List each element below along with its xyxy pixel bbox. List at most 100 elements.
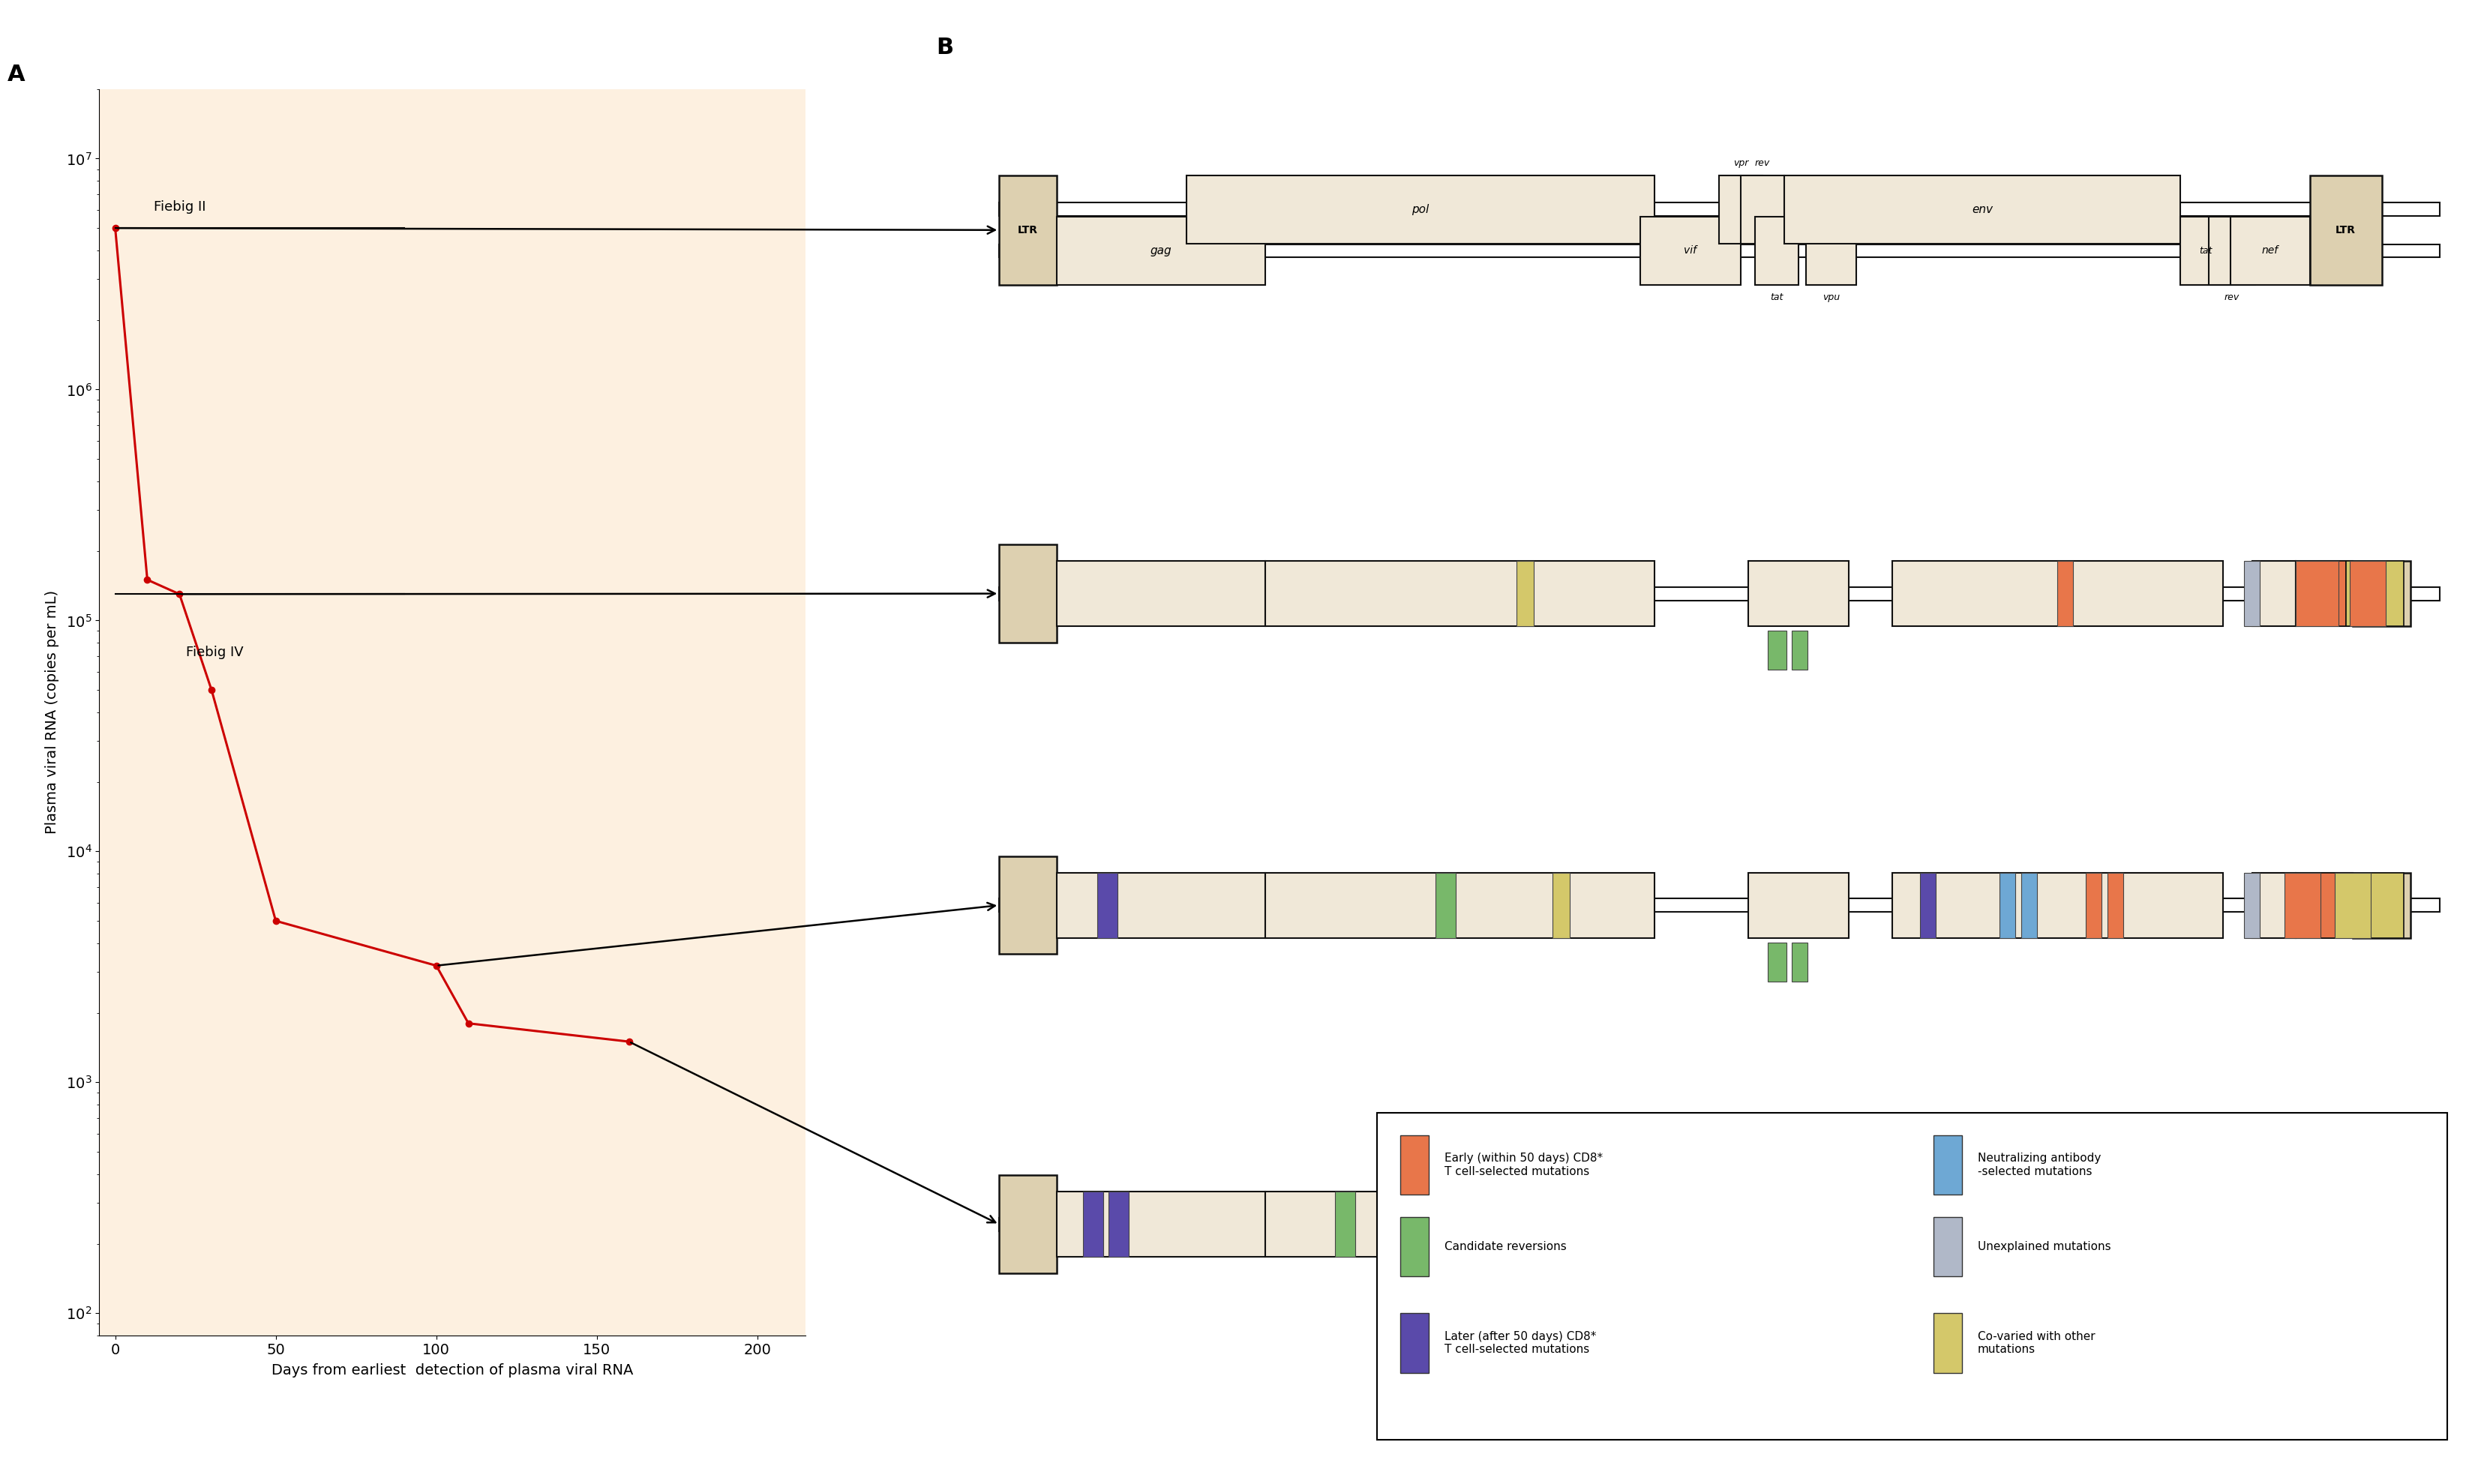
Bar [1804, 217, 1856, 285]
Bar [2295, 873, 2352, 938]
Bar [1977, 1192, 1992, 1257]
Bar [1720, 175, 1762, 243]
Bar [1747, 873, 1849, 938]
Bar [1400, 1313, 1427, 1373]
Bar [2243, 1192, 2260, 1257]
Text: B: B [937, 37, 954, 59]
Bar [1435, 873, 1455, 938]
Bar [1108, 1192, 1127, 1257]
Bar [999, 1217, 2438, 1232]
Bar [999, 898, 2438, 911]
Bar [1920, 873, 1935, 938]
Bar [1551, 873, 1569, 938]
Bar [2344, 873, 2404, 938]
Bar [999, 243, 2438, 257]
Text: vif: vif [1683, 245, 1697, 257]
Bar [1792, 1261, 1806, 1300]
Bar [1747, 1192, 1849, 1257]
Bar [1083, 1192, 1103, 1257]
Bar [1784, 175, 2181, 243]
Bar [2344, 561, 2404, 626]
Bar [1767, 631, 1787, 669]
Bar [2349, 561, 2384, 626]
Bar [2181, 217, 2230, 285]
Bar [999, 175, 1056, 285]
Text: vpr: vpr [1732, 157, 1747, 168]
Bar [2057, 561, 2072, 626]
Text: rev: rev [2223, 292, 2240, 303]
Bar [2243, 561, 2260, 626]
Bar [2295, 561, 2337, 626]
Bar [2352, 561, 2411, 626]
Bar [2106, 1192, 2124, 1257]
Bar [1098, 873, 1118, 938]
Text: Co-varied with other
mutations: Co-varied with other mutations [1977, 1331, 2094, 1355]
Text: Fiebig II: Fiebig II [154, 200, 206, 214]
Bar [1333, 1192, 1355, 1257]
Bar [1266, 561, 1653, 626]
Bar [1400, 1135, 1427, 1195]
Bar [1187, 175, 1653, 243]
Bar [2020, 873, 2037, 938]
Bar [2253, 1192, 2295, 1257]
Bar [2295, 1192, 2344, 1257]
Text: rev: rev [1754, 157, 1769, 168]
Bar [1435, 1192, 1455, 1257]
Bar [2000, 873, 2015, 938]
Bar [1266, 1192, 1653, 1257]
Bar [2208, 217, 2255, 285]
Text: Candidate reversions: Candidate reversions [1445, 1241, 1566, 1252]
Bar [2223, 1192, 2238, 1257]
Bar [999, 856, 1056, 954]
Bar [1933, 1217, 1960, 1276]
Bar [2243, 873, 2260, 938]
Bar [2352, 873, 2411, 938]
Bar [1056, 217, 1266, 285]
Bar [1933, 1313, 1960, 1373]
Text: LTR: LTR [1018, 224, 1038, 236]
Bar [2352, 1192, 2411, 1257]
Bar [1517, 561, 1534, 626]
Bar [1056, 873, 1266, 938]
Text: Early (within 50 days) CD8*
T cell-selected mutations: Early (within 50 days) CD8* T cell-selec… [1445, 1153, 1603, 1177]
Text: LTR: LTR [2334, 224, 2354, 236]
Bar [2285, 873, 2319, 938]
Bar [1056, 1192, 1266, 1257]
Bar [2344, 1192, 2404, 1257]
Bar [1640, 217, 1740, 285]
Text: pol: pol [1412, 203, 1430, 215]
Bar [1754, 217, 1799, 285]
Bar [1400, 1217, 1427, 1276]
Bar [1056, 561, 1266, 626]
Bar [1891, 561, 2223, 626]
Text: tat: tat [2198, 246, 2210, 255]
Text: vpu: vpu [1821, 292, 1839, 303]
Bar [2295, 873, 2344, 938]
Bar [2334, 1192, 2371, 1257]
Bar [2084, 873, 2101, 938]
Bar [2230, 217, 2309, 285]
Y-axis label: Plasma viral RNA (copies per mL): Plasma viral RNA (copies per mL) [45, 591, 59, 834]
Bar [1747, 561, 1849, 626]
Bar [1955, 1192, 1972, 1257]
Bar [1792, 631, 1806, 669]
Bar [1933, 1135, 1960, 1195]
Bar [1898, 1192, 1913, 1257]
Bar [2253, 561, 2295, 626]
Bar [1891, 873, 2223, 938]
Bar [2295, 1192, 2352, 1257]
Bar [2309, 175, 2381, 285]
Bar [2020, 1192, 2037, 1257]
Text: Unexplained mutations: Unexplained mutations [1977, 1241, 2111, 1252]
Text: Fiebig IV: Fiebig IV [186, 646, 243, 659]
Bar [999, 1175, 1056, 1273]
Text: A: A [7, 64, 25, 86]
Text: Later (after 50 days) CD8*
T cell-selected mutations: Later (after 50 days) CD8* T cell-select… [1445, 1331, 1596, 1355]
Bar [2253, 873, 2295, 938]
Bar [2285, 1192, 2319, 1257]
Text: gag: gag [1150, 245, 1172, 257]
Bar [1767, 942, 1787, 981]
Bar [2084, 1192, 2101, 1257]
Bar [1740, 175, 1784, 243]
X-axis label: Days from earliest  detection of plasma viral RNA: Days from earliest detection of plasma v… [273, 1364, 632, 1377]
